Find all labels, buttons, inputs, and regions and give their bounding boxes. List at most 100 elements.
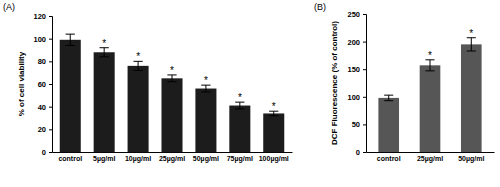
error-cap xyxy=(201,91,210,92)
y-tick-mark xyxy=(49,107,52,108)
x-tick-label: 25µg/ml xyxy=(417,155,443,163)
x-tick-label: control xyxy=(377,155,401,162)
x-axis: control 25µg/ml 50µg/ml xyxy=(367,152,495,163)
error-line xyxy=(104,48,105,57)
error-bar xyxy=(467,38,476,51)
error-bar xyxy=(133,61,142,70)
y-tick-label: 0 xyxy=(356,148,360,157)
bar xyxy=(263,113,284,152)
error-line xyxy=(471,38,472,51)
significance-label: * xyxy=(170,65,174,76)
y-tick-mark xyxy=(363,14,366,15)
y-tick-label: 60 xyxy=(38,80,46,89)
bar xyxy=(229,106,250,152)
y-tick-mark xyxy=(363,124,366,125)
y-tick: 50 xyxy=(352,120,366,129)
y-tick: 250 xyxy=(347,10,366,19)
y-tick: 60 xyxy=(38,80,52,89)
panel-label: (A) xyxy=(3,2,15,12)
panel-label: (B) xyxy=(314,2,326,12)
error-cap xyxy=(133,70,142,71)
x-tick-label: control xyxy=(58,155,82,162)
x-tick-label: 25µg/ml xyxy=(159,155,185,163)
error-bar xyxy=(201,85,210,92)
error-line xyxy=(239,102,240,109)
error-cap xyxy=(66,34,75,35)
x-tick: 10µg/ml xyxy=(125,152,151,163)
y-tick-label: 20 xyxy=(38,125,46,134)
y-tick-mark xyxy=(363,69,366,70)
error-line xyxy=(205,85,206,92)
y-tick: 100 xyxy=(33,35,52,44)
error-line xyxy=(388,95,389,101)
bar xyxy=(94,52,115,152)
panel: 0 50 100 150 200 250 control 25µg/ml 50µg/ml * * DC… xyxy=(314,2,495,163)
x-tick-label: 5µg/ml xyxy=(93,155,115,163)
y-tick-mark xyxy=(363,42,366,43)
error-bar xyxy=(235,102,244,109)
x-tick-label: 100µg/ml xyxy=(259,155,289,163)
y-axis-line xyxy=(49,17,53,153)
significance-label: * xyxy=(272,101,276,112)
x-tick: 25µg/ml xyxy=(417,152,443,163)
significance-label: * xyxy=(428,50,432,61)
y-tick: 20 xyxy=(38,125,52,134)
y-tick-mark xyxy=(49,152,52,153)
error-bar xyxy=(100,48,109,57)
plot-area xyxy=(60,34,285,152)
x-axis: control 5µg/ml 10µg/ml 25µg/ml 50µg/ml 75µg/m… xyxy=(53,152,293,163)
x-tick: 50µg/ml xyxy=(193,152,219,163)
figure: 020406080100120control5µg/ml10µg/ml25µg/… xyxy=(0,0,500,187)
error-cap xyxy=(269,115,278,116)
x-tick-label: 50µg/ml xyxy=(193,155,219,163)
x-tick-label: 10µg/ml xyxy=(125,155,151,163)
y-tick-mark xyxy=(49,84,52,85)
significance-label: * xyxy=(238,92,242,103)
error-bar xyxy=(167,75,176,82)
y-tick-mark xyxy=(49,16,52,17)
y-tick: 80 xyxy=(38,57,52,66)
x-tick: 5µg/ml xyxy=(93,152,115,163)
x-tick-label: 75µg/ml xyxy=(227,155,253,163)
bar xyxy=(420,65,441,152)
error-line xyxy=(70,34,71,45)
bar xyxy=(128,66,149,152)
significance-label: * xyxy=(469,28,473,39)
error-bar xyxy=(66,34,75,45)
significance-label: * xyxy=(204,75,208,86)
plot-area xyxy=(378,38,481,152)
y-tick: 40 xyxy=(38,103,52,112)
x-tick: 75µg/ml xyxy=(227,152,253,163)
x-axis-line xyxy=(53,152,293,153)
error-cap xyxy=(467,50,476,51)
error-bar xyxy=(425,60,434,71)
x-tick: 100µg/ml xyxy=(259,152,289,163)
y-tick-label: 50 xyxy=(352,120,360,129)
error-cap xyxy=(384,100,393,101)
significance-label: * xyxy=(136,51,140,62)
y-tick-mark xyxy=(49,129,52,130)
y-axis-title: DCF Fluorescence (% of control) xyxy=(330,21,339,145)
y-tick: 0 xyxy=(42,148,52,157)
y-tick-mark xyxy=(49,61,52,62)
y-tick-mark xyxy=(363,97,366,98)
significance-label: * xyxy=(102,38,106,49)
y-axis: 0 50 100 150 200 250 xyxy=(347,10,366,157)
x-tick-label: 50µg/ml xyxy=(458,155,484,163)
error-cap xyxy=(66,45,75,46)
bar xyxy=(461,44,482,152)
x-tick: control xyxy=(58,152,82,162)
error-cap xyxy=(425,70,434,71)
error-line xyxy=(138,61,139,70)
y-tick-label: 100 xyxy=(347,93,360,102)
y-tick-label: 80 xyxy=(38,57,46,66)
y-tick-mark xyxy=(49,39,52,40)
bar xyxy=(161,78,182,152)
y-axis-title: % of cell viability xyxy=(17,51,26,116)
error-cap xyxy=(100,56,109,57)
y-tick: 150 xyxy=(347,65,366,74)
y-tick: 0 xyxy=(356,148,366,157)
y-tick-label: 100 xyxy=(33,35,46,44)
y-tick: 200 xyxy=(347,38,366,47)
y-axis-line xyxy=(363,15,367,153)
